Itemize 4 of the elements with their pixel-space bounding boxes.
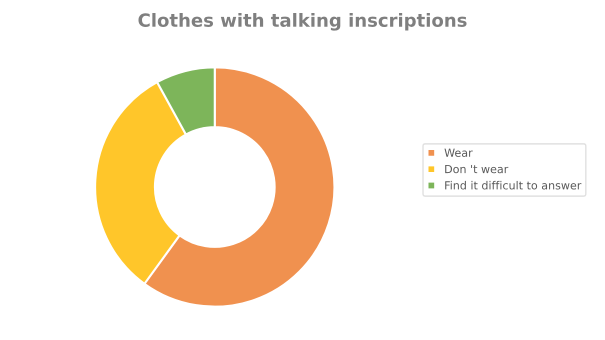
legend-label: Don 't wear: [445, 164, 508, 174]
legend-label: Find it difficult to answer: [445, 180, 582, 190]
chart-title: Clothes with talking inscriptions: [138, 12, 467, 31]
legend-label: Wear: [444, 148, 473, 157]
